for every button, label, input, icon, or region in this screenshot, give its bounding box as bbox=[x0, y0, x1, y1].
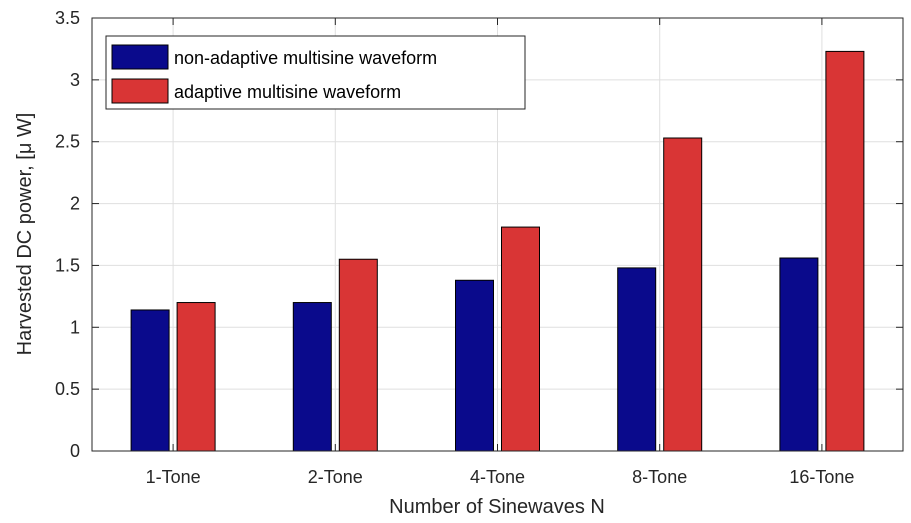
x-axis-label: Number of Sinewaves N bbox=[389, 496, 605, 518]
bar-adaptive-2-Tone bbox=[338, 258, 378, 452]
legend-box bbox=[105, 35, 526, 110]
y-tick-label: 1.5 bbox=[55, 255, 80, 275]
y-tick-label: 0.5 bbox=[55, 379, 80, 399]
x-tick-label: 2-Tone bbox=[308, 467, 363, 487]
bar-adaptive-1-Tone bbox=[176, 302, 216, 452]
bar-non-adaptive-2-Tone bbox=[292, 302, 332, 452]
bar-non-adaptive-16-Tone bbox=[779, 257, 819, 452]
y-axis-label: Harvested DC power, [μ W] bbox=[14, 113, 36, 356]
legend-label-non-adaptive: non-adaptive multisine waveform bbox=[174, 48, 437, 68]
legend: non-adaptive multisine waveform adaptive… bbox=[105, 35, 526, 110]
x-tick-label: 8-Tone bbox=[632, 467, 687, 487]
bar-non-adaptive-8-Tone bbox=[617, 267, 657, 452]
y-tick-label: 0 bbox=[70, 441, 80, 461]
bar-adaptive-8-Tone bbox=[663, 137, 703, 452]
y-tick-label: 2.5 bbox=[55, 132, 80, 152]
y-tick-label: 3 bbox=[70, 70, 80, 90]
bar-non-adaptive-4-Tone bbox=[455, 279, 494, 452]
bar-adaptive-16-Tone bbox=[825, 50, 865, 452]
legend-swatch-non-adaptive bbox=[111, 44, 169, 70]
y-tick-label: 1 bbox=[70, 317, 80, 337]
x-axis-ticks: 1-Tone 2-Tone 4-Tone 8-Tone 16-Tone bbox=[146, 18, 854, 487]
bar-non-adaptive-1-Tone bbox=[130, 309, 170, 452]
legend-swatch-adaptive bbox=[111, 78, 169, 104]
bars-group bbox=[130, 50, 865, 452]
x-tick-label: 16-Tone bbox=[789, 467, 854, 487]
y-tick-label: 2 bbox=[70, 194, 80, 214]
x-tick-label: 4-Tone bbox=[470, 467, 525, 487]
legend-label-adaptive: adaptive multisine waveform bbox=[174, 82, 401, 102]
y-axis-ticks: 0 0.5 1 1.5 2 2.5 3 3.5 bbox=[55, 8, 903, 461]
bar-adaptive-4-Tone bbox=[501, 226, 540, 452]
x-tick-label: 1-Tone bbox=[146, 467, 201, 487]
y-tick-label: 3.5 bbox=[55, 8, 80, 28]
